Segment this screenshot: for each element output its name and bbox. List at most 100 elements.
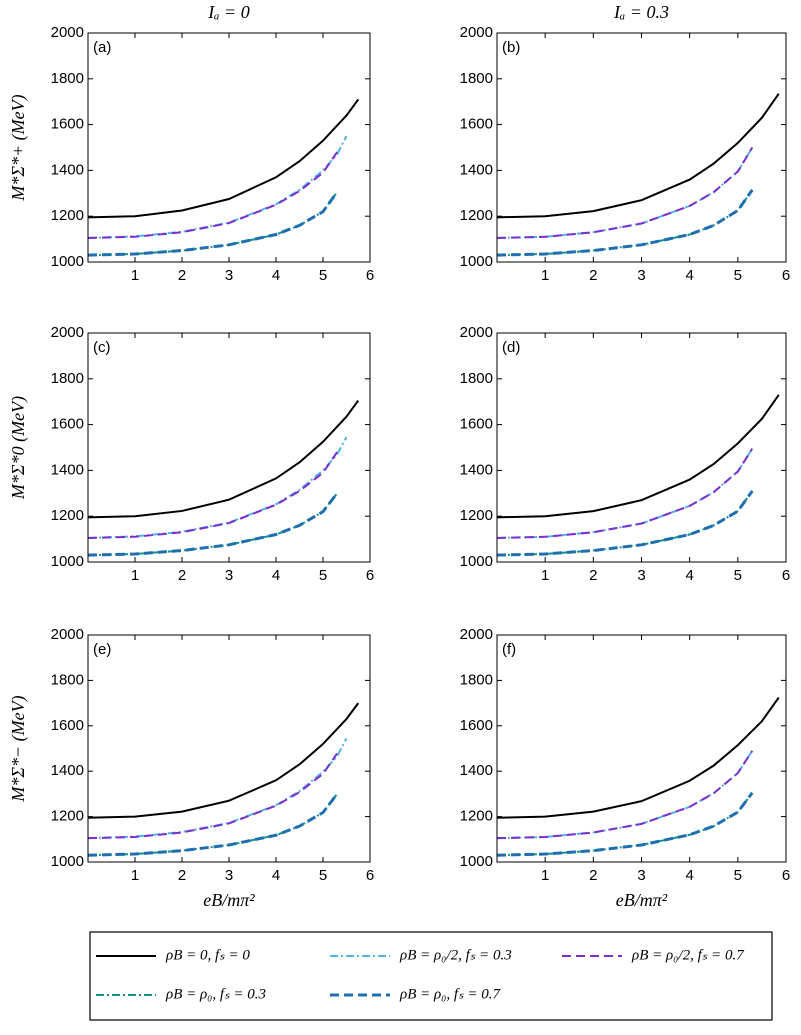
- y-tick-label: 1800: [51, 370, 84, 387]
- legend-label: ρB = 0, fₛ = 0: [165, 947, 250, 963]
- column-title: Iₐ = 0.3: [613, 2, 669, 22]
- x-tick-label: 1: [541, 267, 549, 284]
- series-line: [87, 399, 360, 519]
- y-tick-label: 1800: [460, 671, 493, 688]
- x-tick-label: 6: [366, 567, 374, 584]
- x-tick-label: 6: [782, 867, 790, 884]
- series-line: [87, 98, 360, 219]
- x-tick-label: 5: [734, 567, 742, 584]
- legend-label: ρB = ρ₀/2, fₛ = 0.7: [631, 947, 745, 963]
- y-tick-label: 1800: [51, 70, 84, 87]
- y-tick-label: 1400: [460, 161, 493, 178]
- series-line: [496, 394, 780, 519]
- series-line: [87, 151, 338, 239]
- axes-frame: [496, 332, 787, 563]
- x-tick-label: 5: [734, 867, 742, 884]
- y-tick-label: 2000: [460, 24, 493, 41]
- series-line: [496, 189, 754, 257]
- x-tick-label: 1: [131, 267, 139, 284]
- panel-label: (d): [502, 339, 520, 356]
- y-tick-label: 1200: [460, 808, 493, 825]
- y-tick-label: 1600: [51, 116, 84, 133]
- series-line: [496, 93, 780, 219]
- x-tick-label: 1: [131, 867, 139, 884]
- y-tick-label: 1600: [460, 416, 493, 433]
- y-tick-label: 2000: [51, 626, 84, 643]
- x-tick-label: 5: [319, 567, 327, 584]
- x-tick-label: 4: [685, 267, 693, 284]
- series-line: [496, 696, 780, 819]
- series-line: [87, 191, 338, 257]
- y-tick-label: 1400: [51, 762, 84, 779]
- y-axis-label: M*Σ*0 (MeV): [8, 396, 29, 500]
- series-line: [496, 791, 754, 857]
- y-tick-label: 1200: [460, 207, 493, 224]
- y-tick-label: 1400: [460, 762, 493, 779]
- axes-frame: [496, 634, 787, 863]
- axes-frame: [87, 32, 371, 263]
- axes-frame: [87, 634, 371, 863]
- x-tick-label: 3: [225, 867, 233, 884]
- y-tick-label: 2000: [460, 626, 493, 643]
- series-line: [87, 492, 338, 557]
- x-tick-label: 1: [541, 867, 549, 884]
- axes-frame: [496, 32, 787, 263]
- x-tick-label: 2: [589, 867, 597, 884]
- y-tick-label: 2000: [51, 324, 84, 341]
- series-line: [496, 448, 754, 539]
- panel-label: (b): [502, 39, 520, 56]
- series-line: [87, 191, 339, 257]
- y-axis-label: M*Σ*− (MeV): [8, 695, 29, 802]
- series-line: [496, 146, 754, 239]
- x-tick-label: 4: [272, 267, 280, 284]
- legend-label: ρB = ρ₀/2, fₛ = 0.3: [399, 947, 512, 963]
- x-axis-label: eB/mπ²: [203, 890, 255, 910]
- x-tick-label: 2: [589, 267, 597, 284]
- x-tick-label: 3: [637, 267, 645, 284]
- series-line: [87, 436, 348, 539]
- y-tick-label: 1800: [51, 671, 84, 688]
- x-tick-label: 6: [366, 867, 374, 884]
- series-line: [87, 451, 338, 539]
- series-line: [496, 750, 754, 840]
- y-tick-label: 1800: [460, 370, 493, 387]
- y-tick-label: 1600: [51, 416, 84, 433]
- y-tick-label: 1000: [460, 853, 493, 870]
- y-tick-label: 1400: [51, 461, 84, 478]
- x-tick-label: 5: [319, 267, 327, 284]
- legend-label: ρB = ρ₀, fₛ = 0.3: [165, 986, 266, 1002]
- x-tick-label: 3: [225, 267, 233, 284]
- panel-label: (c): [93, 339, 111, 356]
- x-tick-label: 2: [178, 267, 186, 284]
- x-tick-label: 4: [685, 567, 693, 584]
- series-line: [87, 135, 348, 239]
- y-tick-label: 1000: [51, 253, 84, 270]
- y-tick-label: 1200: [51, 507, 84, 524]
- y-tick-label: 1600: [51, 717, 84, 734]
- x-axis-label: eB/mπ²: [616, 890, 668, 910]
- x-tick-label: 4: [272, 867, 280, 884]
- series-line: [87, 752, 338, 840]
- x-tick-label: 1: [541, 567, 549, 584]
- y-tick-label: 1200: [51, 808, 84, 825]
- panel-label: (a): [93, 39, 111, 56]
- x-tick-label: 6: [366, 267, 374, 284]
- y-tick-label: 1000: [51, 853, 84, 870]
- x-tick-label: 3: [225, 567, 233, 584]
- y-tick-label: 1600: [460, 116, 493, 133]
- legend-box: [89, 931, 773, 1021]
- panel-label: (e): [93, 641, 111, 658]
- x-tick-label: 3: [637, 867, 645, 884]
- series-line: [87, 702, 360, 819]
- y-tick-label: 1400: [460, 461, 493, 478]
- y-tick-label: 1200: [51, 207, 84, 224]
- x-tick-label: 2: [178, 567, 186, 584]
- series-line: [87, 793, 338, 857]
- legend-label: ρB = ρ₀, fₛ = 0.7: [399, 986, 502, 1002]
- x-tick-label: 6: [782, 267, 790, 284]
- y-tick-label: 1200: [460, 507, 493, 524]
- series-line: [496, 490, 754, 557]
- x-tick-label: 4: [685, 867, 693, 884]
- y-tick-label: 1000: [460, 553, 493, 570]
